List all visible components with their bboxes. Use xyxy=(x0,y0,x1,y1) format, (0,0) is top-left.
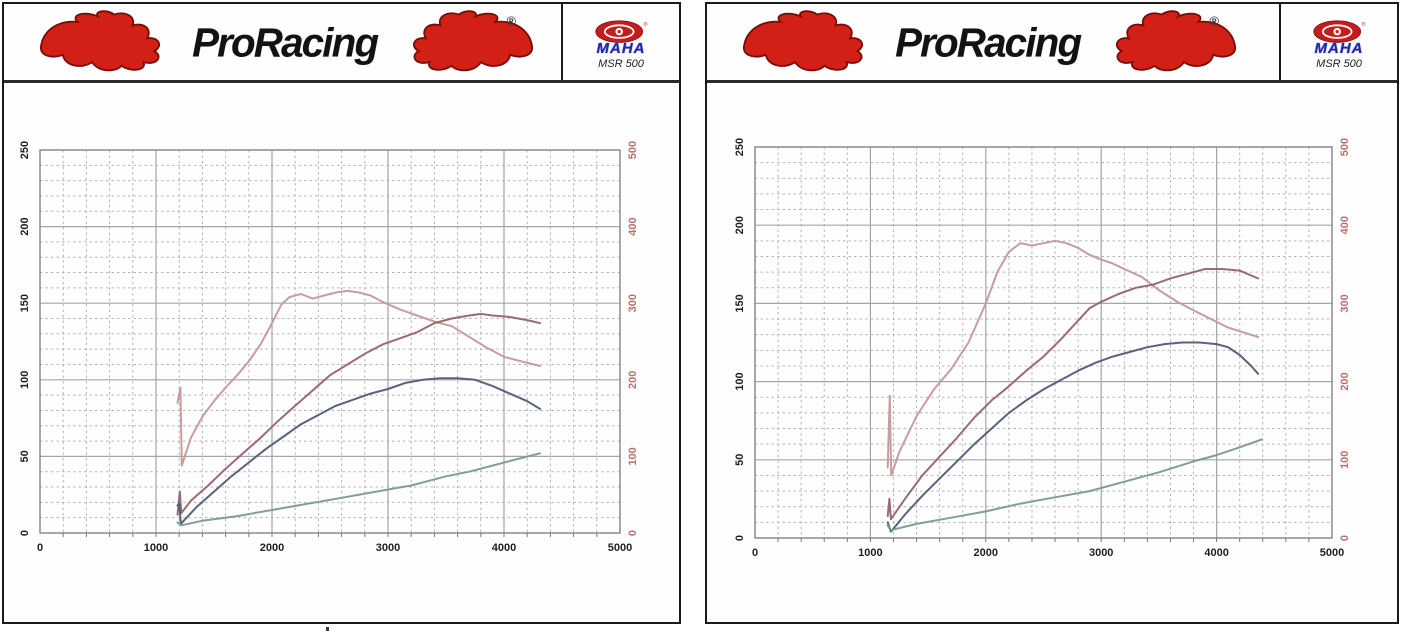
major-grid xyxy=(39,149,621,534)
y-left-tick-labels: 0 50 100 150 200 250 xyxy=(19,141,31,536)
y-right-tick-labels: 0 100 200 300 400 500 xyxy=(1339,138,1351,541)
proracing-logo: ProRacing ® xyxy=(707,4,1279,80)
maha-wordmark: MAHA xyxy=(1314,39,1364,57)
power-tuned-curve xyxy=(886,268,1260,521)
y-right-tick-label: 400 xyxy=(627,217,639,235)
x-minor-ticks xyxy=(62,533,598,537)
torque-curve xyxy=(886,239,1260,477)
y-left-tick-label: 250 xyxy=(19,141,31,159)
x-tick-label: 0 xyxy=(752,547,758,559)
power-stock-curve xyxy=(886,341,1260,533)
maha-registered-mark: ® xyxy=(644,21,648,28)
x-tick-label: 3000 xyxy=(1089,547,1113,559)
flame-right-icon xyxy=(1115,10,1237,72)
y-left-tick-label: 50 xyxy=(19,450,31,462)
y-left-tick-labels: 0 50 100 150 200 250 xyxy=(734,138,746,541)
power-tuned-curve xyxy=(176,312,541,516)
dyno-chart-right: 0 1000 2000 3000 4000 5000 0 50 100 150 200 250 0 100… xyxy=(707,83,1397,623)
dyno-sheet-left: ProRacing ® ® MAHA MSR 500 0 1000 2000 3000… xyxy=(2,2,681,624)
minor-grid xyxy=(40,150,620,533)
x-tick-label: 2000 xyxy=(974,547,998,559)
y-left-tick-label: 150 xyxy=(734,294,746,312)
x-tick-labels: 0 1000 2000 3000 4000 5000 xyxy=(37,542,632,554)
proracing-logo-graphic: ProRacing ® xyxy=(39,10,534,72)
maha-logo-icon: ® xyxy=(1313,19,1366,43)
y-right-tick-label: 200 xyxy=(627,371,639,389)
x-tick-label: 2000 xyxy=(260,542,284,554)
x-tick-label: 4000 xyxy=(492,542,516,554)
y-right-tick-label: 100 xyxy=(627,447,639,465)
y-right-tick-label: 300 xyxy=(627,294,639,312)
x-tick-label: 4000 xyxy=(1204,547,1228,559)
y-right-tick-label: 300 xyxy=(1339,294,1351,312)
power-stock-curve xyxy=(176,377,541,525)
scan-artifact-mark xyxy=(326,627,329,631)
maha-brand-box: ® MAHA MSR 500 xyxy=(561,4,679,80)
loss-power-curve xyxy=(886,438,1263,532)
y-right-tick-label: 200 xyxy=(1339,372,1351,390)
registered-mark: ® xyxy=(507,14,517,29)
plot-border xyxy=(39,149,621,534)
dyno-chart-left: 0 1000 2000 3000 4000 5000 0 50 100 150 200 250 0 100… xyxy=(4,83,679,623)
maha-wordmark: MAHA xyxy=(596,39,646,57)
plot-border xyxy=(754,146,1333,539)
dyno-chart-svg: 0 1000 2000 3000 4000 5000 0 50 100 150 200 250 0 100… xyxy=(734,138,1351,559)
maha-brand-box: ® MAHA MSR 500 xyxy=(1279,4,1397,80)
y-left-tick-label: 100 xyxy=(734,372,746,390)
y-left-tick-label: 250 xyxy=(734,138,746,156)
y-right-tick-label: 0 xyxy=(627,530,639,536)
x-tick-label: 5000 xyxy=(608,542,632,554)
y-right-tick-label: 0 xyxy=(1339,535,1351,541)
x-tick-label: 0 xyxy=(37,542,43,554)
y-right-tick-label: 500 xyxy=(627,141,639,159)
loss-power-curve xyxy=(176,452,541,527)
y-left-tick-label: 100 xyxy=(19,371,31,389)
y-right-tick-labels: 0 100 200 300 400 500 xyxy=(627,141,639,536)
brand-name: ProRacing xyxy=(895,20,1081,66)
dyno-model-label: MSR 500 xyxy=(1316,57,1362,70)
maha-registered-mark: ® xyxy=(1362,21,1366,28)
proracing-logo-graphic: ProRacing ® xyxy=(742,10,1237,72)
flame-left-icon xyxy=(39,10,161,72)
registered-mark: ® xyxy=(1210,14,1220,29)
y-right-tick-label: 100 xyxy=(1339,451,1351,469)
y-left-tick-label: 50 xyxy=(734,454,746,466)
dyno-model-label: MSR 500 xyxy=(598,57,644,70)
x-tick-labels: 0 1000 2000 3000 4000 5000 xyxy=(752,547,1344,559)
maha-logo-icon: ® xyxy=(595,19,648,43)
header-left: ProRacing ® ® MAHA MSR 500 xyxy=(4,4,679,83)
minor-grid xyxy=(755,147,1332,538)
x-minor-ticks xyxy=(777,538,1310,542)
torque-curve xyxy=(176,289,541,467)
dyno-sheet-right: ProRacing ® ® MAHA MSR 500 0 1000 2000 3000… xyxy=(705,2,1399,624)
y-left-tick-label: 150 xyxy=(19,294,31,312)
y-left-tick-label: 0 xyxy=(734,535,746,541)
y-right-tick-label: 500 xyxy=(1339,138,1351,156)
header-right: ProRacing ® ® MAHA MSR 500 xyxy=(707,4,1397,83)
y-right-tick-label: 400 xyxy=(1339,216,1351,234)
proracing-logo: ProRacing ® xyxy=(4,4,561,80)
y-left-tick-label: 200 xyxy=(734,216,746,234)
x-tick-label: 1000 xyxy=(858,547,882,559)
x-tick-label: 1000 xyxy=(144,542,168,554)
y-left-tick-label: 0 xyxy=(19,530,31,536)
x-tick-label: 3000 xyxy=(376,542,400,554)
major-grid xyxy=(754,146,1333,539)
brand-name: ProRacing xyxy=(192,20,378,66)
flame-right-icon xyxy=(412,10,534,72)
dyno-chart-svg: 0 1000 2000 3000 4000 5000 0 50 100 150 200 250 0 100… xyxy=(19,141,639,554)
x-tick-label: 5000 xyxy=(1320,547,1344,559)
y-left-tick-label: 200 xyxy=(19,217,31,235)
flame-left-icon xyxy=(742,10,864,72)
